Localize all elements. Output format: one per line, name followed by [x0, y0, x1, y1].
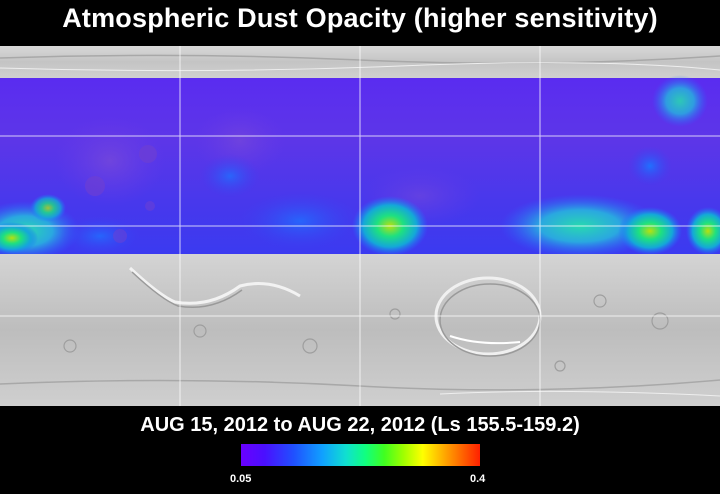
mars-dust-map [0, 46, 720, 406]
date-range: AUG 15, 2012 to AUG 22, 2012 (Ls 155.5-1… [140, 414, 580, 436]
color-scale-min-label: 0.05 [230, 473, 252, 485]
color-scale-max-label: 0.4 [470, 473, 486, 485]
map-title: Atmospheric Dust Opacity (higher sensiti… [62, 3, 658, 33]
color-scale-bar [241, 444, 480, 466]
